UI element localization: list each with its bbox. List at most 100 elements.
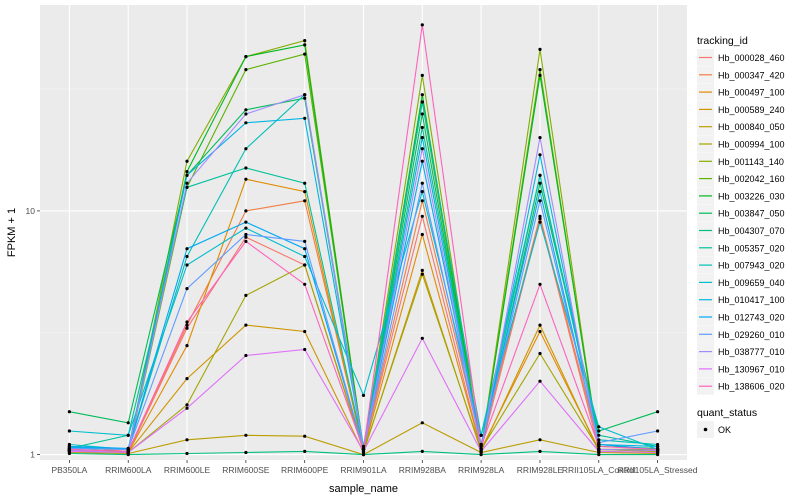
data-point [303, 347, 307, 352]
data-point [420, 449, 424, 453]
data-point [538, 379, 542, 383]
data-point [361, 444, 366, 448]
data-point [244, 209, 248, 213]
x-tick-label: RRIM928LA [458, 465, 505, 475]
data-point [303, 43, 307, 47]
data-point [538, 220, 542, 224]
data-point [244, 112, 248, 116]
shape-legend-label: OK [718, 425, 731, 435]
data-point [244, 239, 248, 243]
legend-label: Hb_038777_010 [718, 347, 785, 357]
legend-label: Hb_029260_010 [718, 330, 785, 340]
data-point [420, 125, 424, 130]
data-point [244, 147, 248, 151]
data-point [656, 410, 660, 414]
legend-label: Hb_000497_100 [718, 88, 785, 98]
data-point [185, 287, 189, 291]
data-point [538, 199, 542, 203]
data-point [420, 190, 424, 194]
legend-label: Hb_002042_160 [718, 174, 785, 184]
data-point [538, 323, 542, 327]
x-tick-label: RRIM600PE [281, 465, 329, 475]
data-point [244, 108, 248, 112]
data-point [185, 159, 189, 163]
data-point [244, 121, 248, 125]
data-point [597, 453, 601, 457]
data-point [67, 447, 71, 451]
legend-label: Hb_003226_030 [718, 191, 785, 201]
data-point [420, 93, 424, 97]
legend-label: Hb_000589_240 [718, 105, 785, 115]
data-point [538, 173, 542, 177]
data-point [420, 136, 424, 140]
data-point [303, 282, 307, 286]
data-point [538, 136, 542, 140]
data-point [185, 344, 189, 348]
data-point [303, 52, 307, 56]
data-point [185, 247, 189, 251]
data-point [126, 433, 130, 437]
data-point [303, 239, 307, 243]
data-point [244, 68, 248, 72]
legend-label: Hb_004307_070 [718, 226, 785, 236]
series-points [67, 23, 660, 457]
data-point [185, 377, 189, 381]
y-axis-title: FPKM + 1 [6, 208, 18, 257]
data-point [420, 112, 424, 116]
legend-label: Hb_000994_100 [718, 140, 785, 150]
x-tick-label: PB350LA [51, 465, 87, 475]
data-point [244, 293, 248, 297]
data-point [420, 147, 424, 151]
data-point [303, 190, 307, 194]
data-point [244, 220, 248, 224]
data-point [538, 190, 542, 194]
data-point [185, 320, 189, 324]
legend-label: Hb_000028_460 [718, 53, 785, 63]
data-point [185, 451, 189, 456]
data-point [303, 254, 307, 259]
data-point [656, 447, 660, 451]
data-point [361, 447, 366, 451]
shape-legend-items: OK [697, 421, 731, 438]
data-point [538, 282, 542, 286]
x-tick-label: RRII105LA_Stressed [618, 465, 698, 475]
legend-label: Hb_003847_050 [718, 209, 785, 219]
data-point [538, 47, 542, 52]
data-point [67, 429, 71, 433]
data-point [656, 450, 660, 455]
legend-items: Hb_000028_460 Hb_000347_420 Hb_000497_100 H… [697, 49, 785, 395]
data-point [303, 39, 307, 43]
data-point [538, 181, 542, 185]
data-point [597, 438, 601, 442]
data-point [420, 73, 424, 77]
data-point [479, 453, 483, 457]
data-point [185, 181, 189, 185]
data-point [420, 336, 424, 340]
data-point [361, 453, 366, 457]
y-tick-label: 10 [26, 206, 36, 216]
data-point [185, 173, 189, 177]
data-point [538, 329, 542, 334]
shape-legend-point [703, 427, 708, 432]
data-point [303, 181, 307, 185]
data-point [126, 421, 130, 425]
legend-label: Hb_007943_020 [718, 261, 785, 271]
x-tick-label: RRIM600LA [105, 465, 152, 475]
data-point [597, 429, 601, 433]
data-point [538, 73, 542, 77]
data-point [185, 326, 189, 330]
data-point [479, 449, 483, 453]
legend-label: Hb_000347_420 [718, 70, 785, 80]
data-point [185, 263, 189, 267]
data-point [185, 323, 189, 327]
data-point [538, 214, 542, 218]
data-point [538, 217, 542, 221]
legend-label: Hb_012743_020 [718, 313, 785, 323]
data-point [361, 393, 366, 397]
data-point [303, 449, 307, 453]
legend-label: Hb_138606_020 [718, 382, 785, 392]
shape-legend-title: quant_status [697, 407, 757, 419]
data-point [420, 181, 424, 185]
data-point [420, 232, 424, 237]
data-point [185, 403, 189, 407]
